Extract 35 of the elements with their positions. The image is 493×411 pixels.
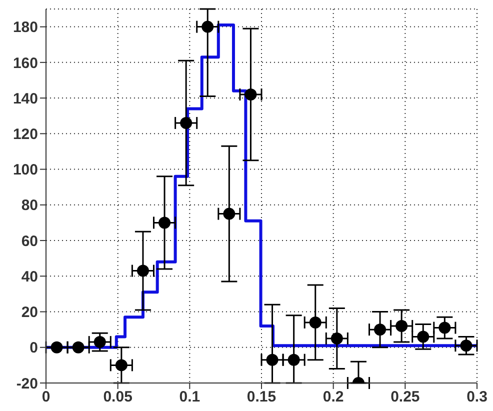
- x-tick-label: 0.15: [246, 388, 276, 406]
- point: [180, 116, 192, 129]
- point: [94, 336, 106, 348]
- x-tick-label: 0.25: [390, 388, 420, 406]
- y-tick-label: 60: [21, 232, 38, 250]
- y-tick-label: -20: [16, 375, 38, 392]
- y-tick-label: 80: [21, 197, 38, 214]
- y-tick-label: 40: [21, 268, 38, 286]
- x-tick-label: 0.1: [179, 388, 200, 406]
- y-tick-label: 20: [21, 304, 38, 322]
- point: [288, 354, 300, 366]
- point: [223, 208, 236, 220]
- point: [438, 322, 451, 334]
- y-tick-label: 100: [12, 162, 38, 179]
- x-tick-label: 0.2: [322, 388, 344, 406]
- point: [244, 88, 257, 100]
- point: [417, 330, 430, 343]
- point: [136, 264, 149, 277]
- x-tick-label: 0.3: [466, 388, 488, 406]
- point: [266, 354, 278, 366]
- y-tick-label: 0: [30, 340, 38, 357]
- x-tick-label: 0: [42, 388, 50, 406]
- point: [374, 324, 386, 336]
- y-tick-label: 180: [12, 19, 38, 36]
- point: [202, 20, 214, 33]
- point: [330, 332, 343, 344]
- y-tick-label: 120: [12, 126, 38, 143]
- y-tick-label: 160: [12, 54, 38, 72]
- point: [115, 359, 128, 372]
- point: [396, 320, 408, 332]
- point: [309, 316, 322, 328]
- x-tick-label: 0.05: [103, 388, 132, 406]
- y-tick-label: 140: [12, 90, 38, 108]
- point: [460, 340, 472, 352]
- point: [158, 216, 171, 229]
